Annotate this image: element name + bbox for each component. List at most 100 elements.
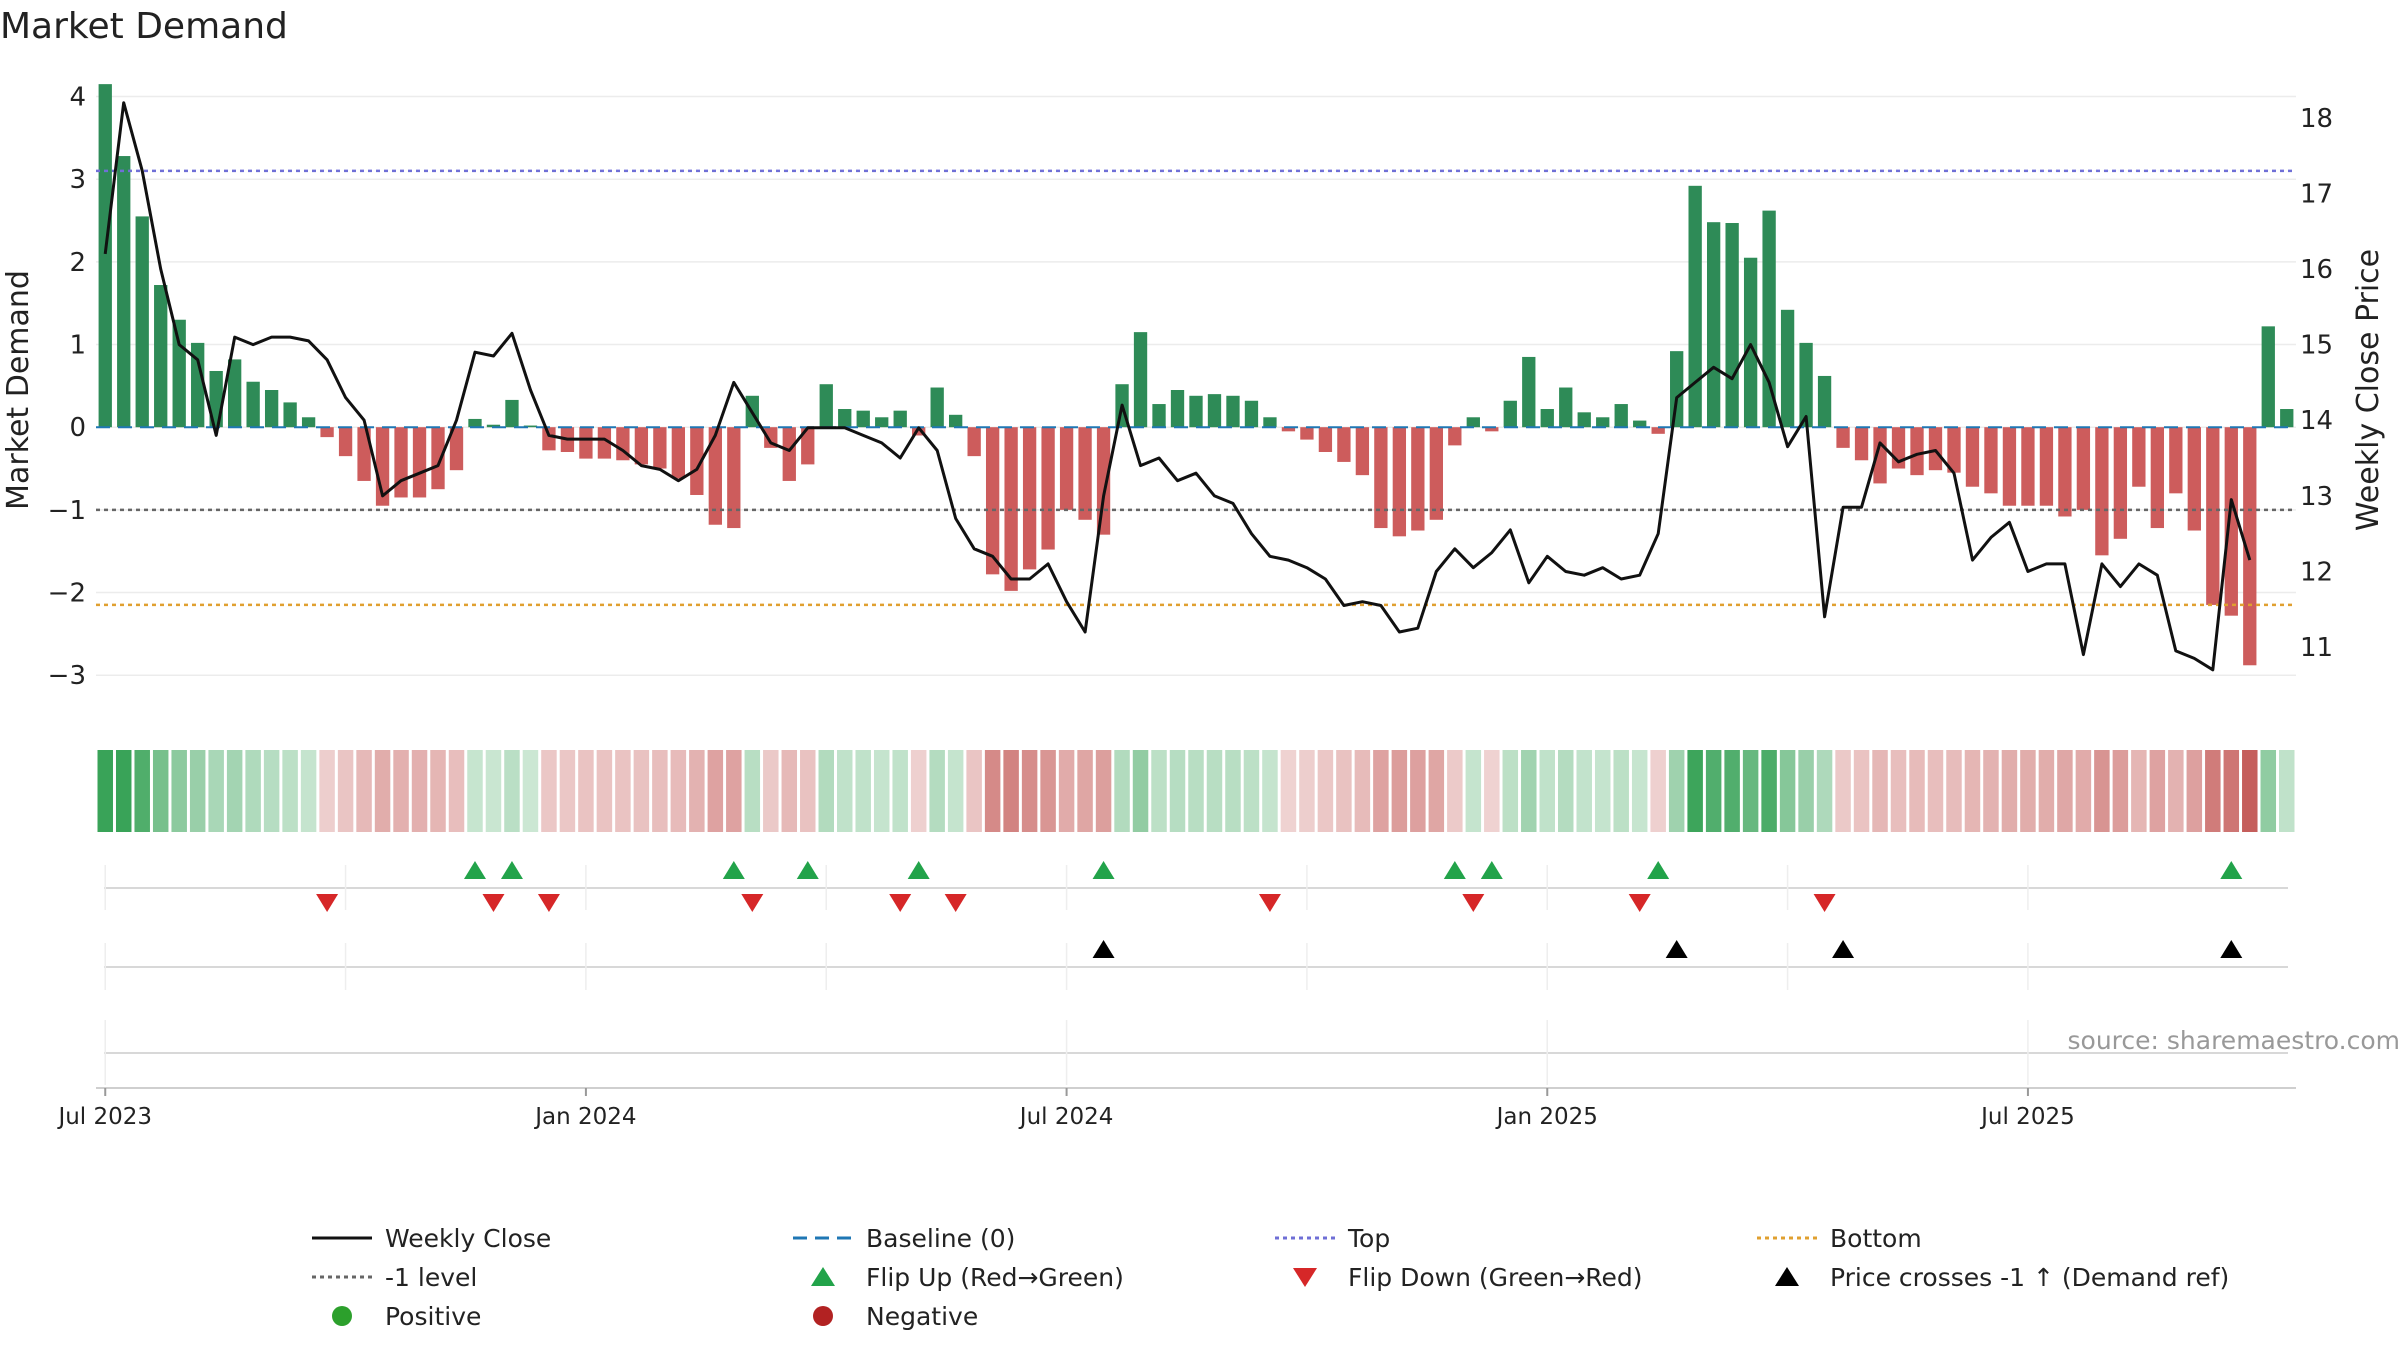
demand-strip-cell	[1225, 750, 1240, 832]
demand-strip-cell	[726, 750, 741, 832]
demand-bar	[1356, 427, 1369, 475]
flip-up-marker	[723, 861, 745, 879]
demand-bar	[265, 390, 278, 427]
demand-strip-cell	[2039, 750, 2054, 832]
y-right-tick-label: 15	[2300, 331, 2333, 361]
demand-strip-cell	[301, 750, 316, 832]
demand-bar	[1152, 404, 1165, 427]
demand-bar	[2169, 427, 2182, 493]
demand-strip-cell	[523, 750, 538, 832]
demand-bar	[967, 427, 980, 456]
demand-strip-cell	[1632, 750, 1647, 832]
demand-bar	[1966, 427, 1979, 487]
demand-strip-cell	[393, 750, 408, 832]
demand-strip-cell	[541, 750, 556, 832]
demand-bar	[394, 427, 407, 497]
demand-strip-cell	[1743, 750, 1758, 832]
flip-down-marker	[889, 894, 911, 912]
demand-strip-cell	[1854, 750, 1869, 832]
demand-strip-cell	[1447, 750, 1462, 832]
y-right-tick-label: 14	[2300, 406, 2333, 436]
demand-bar	[173, 320, 186, 427]
y-left-tick-label: 0	[69, 413, 86, 443]
demand-bar	[653, 427, 666, 468]
demand-bar	[99, 84, 112, 427]
demand-strip-cell	[2094, 750, 2109, 832]
demand-bar	[1300, 427, 1313, 439]
y-left-tick-label: 3	[69, 165, 86, 195]
demand-heat-strip	[98, 750, 2295, 832]
y-left-tick-label: 1	[69, 331, 86, 361]
demand-bar	[1060, 427, 1073, 510]
y-left-axis-title: Market Demand	[1, 270, 36, 510]
demand-strip-cell	[1928, 750, 1943, 832]
flip-up-marker	[464, 861, 486, 879]
demand-strip-cell	[486, 750, 501, 832]
demand-bar	[1984, 427, 1997, 493]
price-cross-marker	[1093, 940, 1115, 958]
demand-strip-cell	[245, 750, 260, 832]
demand-bar	[857, 411, 870, 428]
x-tick-label: Jan 2025	[1495, 1104, 1598, 1130]
demand-strip-cell	[782, 750, 797, 832]
demand-strip-cell	[708, 750, 723, 832]
demand-bar	[931, 388, 944, 428]
flip-down-marker	[1814, 894, 1836, 912]
demand-bar	[1430, 427, 1443, 520]
demand-strip-cell	[1114, 750, 1129, 832]
x-tick-label: Jul 2023	[56, 1104, 152, 1130]
demand-strip-cell	[1151, 750, 1166, 832]
y-left-tick-label: 2	[69, 248, 86, 278]
demand-strip-cell	[1373, 750, 1388, 832]
demand-bar	[1245, 401, 1258, 427]
demand-bar	[1097, 427, 1110, 534]
demand-strip-cell	[1872, 750, 1887, 832]
legend-label: Bottom	[1830, 1224, 1922, 1253]
flip-up-marker	[908, 861, 930, 879]
y-left-tick-label: −1	[48, 496, 86, 526]
demand-strip-cell	[837, 750, 852, 832]
legend-item: -1 level	[312, 1263, 477, 1292]
demand-strip-cell	[1558, 750, 1573, 832]
legend-label: Flip Down (Green→Red)	[1348, 1263, 1643, 1292]
demand-strip-cell	[2242, 750, 2257, 832]
weekly-close-line-layer	[105, 103, 2250, 670]
flip-down-marker	[1462, 894, 1484, 912]
demand-strip-cell	[1484, 750, 1499, 832]
demand-bar	[1929, 427, 1942, 470]
demand-strip-cell	[800, 750, 815, 832]
demand-strip-cell	[819, 750, 834, 832]
demand-strip-cell	[1096, 750, 1111, 832]
legend-label: Positive	[385, 1302, 481, 1331]
source-note: source: sharemaestro.com	[2068, 1026, 2400, 1055]
demand-bar	[1707, 222, 1720, 427]
demand-strip-cell	[1355, 750, 1370, 832]
demand-strip-cell	[1429, 750, 1444, 832]
demand-bar	[820, 384, 833, 427]
demand-bar	[1504, 401, 1517, 427]
demand-bar	[672, 427, 685, 478]
y-left-tick-label: −2	[48, 579, 86, 609]
flip-up-marker	[797, 861, 819, 879]
demand-bar	[1781, 310, 1794, 427]
demand-strip-cell	[1392, 750, 1407, 832]
demand-strip-cell	[1207, 750, 1222, 832]
demand-strip-cell	[763, 750, 778, 832]
demand-strip-cell	[689, 750, 704, 832]
demand-strip-cell	[1410, 750, 1425, 832]
demand-strip-cell	[2002, 750, 2017, 832]
flip-down-marker	[316, 894, 338, 912]
demand-bar	[2262, 326, 2275, 427]
demand-strip-cell	[1077, 750, 1092, 832]
y-left-tick-label: 4	[69, 83, 86, 113]
demand-bar	[2151, 427, 2164, 528]
y-right-tick-label: 11	[2300, 633, 2333, 663]
demand-strip-cell	[2168, 750, 2183, 832]
demand-bar	[1467, 417, 1480, 427]
grid-layer	[96, 97, 2296, 1085]
demand-strip-cell	[264, 750, 279, 832]
demand-strip-cell	[190, 750, 205, 832]
demand-bar	[117, 156, 130, 427]
y-right-tick-label: 17	[2300, 179, 2333, 209]
